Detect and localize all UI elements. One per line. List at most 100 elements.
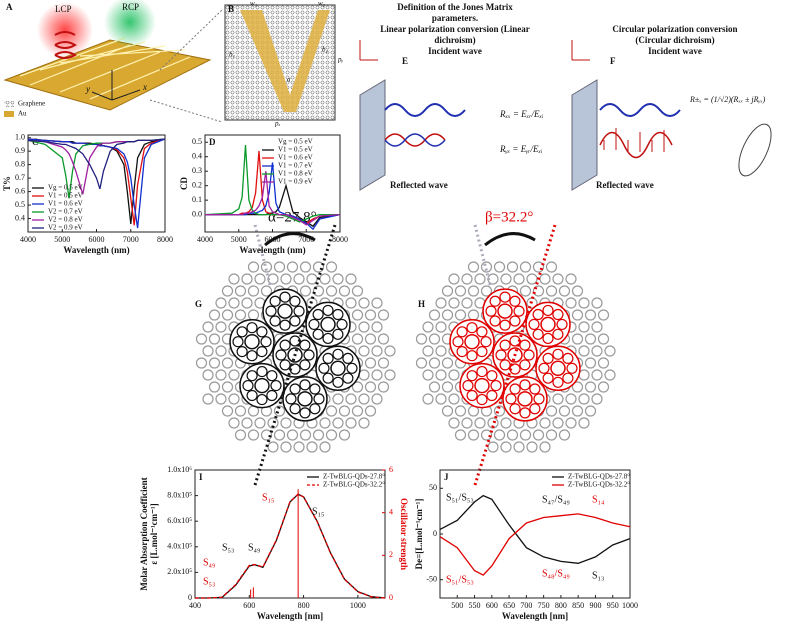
ring <box>448 417 460 429</box>
ring <box>286 429 299 441</box>
x-tick-label: 8000 <box>332 235 348 244</box>
label: RCP <box>122 2 139 12</box>
title: Definition of the Jones Matrix <box>397 2 513 12</box>
ring <box>584 405 597 417</box>
ring <box>247 429 260 441</box>
y-tick-label: 6.0x10⁵ <box>167 516 192 525</box>
ring <box>371 393 383 405</box>
ring <box>221 309 234 321</box>
panel-letter: I <box>199 472 203 482</box>
x-tick-label: 900 <box>589 601 601 610</box>
ring <box>422 369 434 381</box>
flower <box>229 318 275 365</box>
petal <box>499 339 511 351</box>
petal <box>519 339 531 351</box>
rcp-beam <box>104 0 156 48</box>
ring <box>312 261 325 273</box>
petal <box>256 393 268 406</box>
ring <box>358 417 370 429</box>
ring <box>215 393 227 405</box>
formula: Rᵧₓ = Eᵧᵣ/Eₓᵢ <box>499 144 543 154</box>
series-line <box>439 494 631 564</box>
incident-wave <box>384 103 466 117</box>
ring <box>280 441 292 453</box>
ring <box>351 333 364 345</box>
petal <box>285 393 297 405</box>
y-axis-label: De=[L.mol⁻¹cm⁻¹] <box>414 499 424 570</box>
molecules: G H α=27.8° β=32.2° <box>195 209 616 486</box>
ring <box>299 261 312 273</box>
title: Circular polarization conversion <box>612 24 737 34</box>
y-tick-label: 0.5 <box>15 200 25 209</box>
ring <box>428 333 441 345</box>
polarization-ellipse <box>738 123 772 177</box>
y-tick-label: 4.0x10⁵ <box>167 542 192 551</box>
flower <box>502 376 548 422</box>
petal <box>260 336 272 348</box>
ring <box>532 429 545 441</box>
legend-label: V2 = 0.8 eV <box>48 216 83 224</box>
series-line <box>204 145 340 223</box>
ring <box>364 405 377 417</box>
petal <box>489 295 501 307</box>
petal <box>552 376 564 388</box>
ring <box>371 345 383 357</box>
ring <box>325 261 338 273</box>
legend-label: Z-TwBLG-QDs-27.8° <box>323 473 385 481</box>
ring <box>474 417 486 429</box>
ring <box>441 381 454 393</box>
flower-core <box>254 377 270 394</box>
ring <box>241 297 253 309</box>
petal <box>279 339 291 351</box>
ring <box>552 273 564 285</box>
petal <box>552 348 564 360</box>
ring <box>221 405 234 417</box>
panel-letter: D <box>209 137 216 147</box>
petal <box>489 315 501 327</box>
y-tick-label: 8.0x10⁵ <box>167 490 192 499</box>
ring <box>228 417 240 429</box>
ring <box>306 273 318 285</box>
ring <box>480 285 493 297</box>
flower-core <box>474 377 490 394</box>
ring <box>319 273 331 285</box>
plot-frame <box>194 469 386 599</box>
legend-label: V2 = 0.7 eV <box>48 208 83 216</box>
ring <box>208 357 221 369</box>
label: Au <box>18 110 27 118</box>
label: Reflected wave <box>596 180 654 190</box>
ring <box>254 417 266 429</box>
ring <box>345 417 357 429</box>
ring <box>519 285 532 297</box>
petal <box>456 326 468 338</box>
flower <box>262 288 308 334</box>
annotation: S₁₄ <box>592 494 605 505</box>
x-axis-label: Wavelength (nm) <box>239 245 305 255</box>
ring <box>435 393 447 405</box>
flower-core <box>244 333 260 350</box>
legend-label: V2 = 0.9 eV <box>48 224 83 232</box>
petal <box>509 315 521 327</box>
x-tick-label: 5000 <box>54 235 70 244</box>
ring <box>208 309 221 321</box>
ring <box>493 405 506 417</box>
petal <box>519 359 531 371</box>
petal <box>265 305 277 317</box>
y-tick-label: 2.0x10⁵ <box>167 567 192 576</box>
ring <box>384 369 396 381</box>
label: a <box>287 76 291 84</box>
label: w₁ <box>250 0 257 8</box>
petal <box>452 336 464 348</box>
legend-label: V1 = 0.6 eV <box>278 154 313 162</box>
panel-b: B w₁ w₂ b₁ b₂ a pᵧ pₓ <box>224 0 344 128</box>
x-tick-label: 500 <box>451 601 463 610</box>
ring <box>552 417 564 429</box>
ring <box>435 321 447 333</box>
ring <box>578 393 590 405</box>
petal <box>322 304 334 317</box>
petal <box>466 389 478 402</box>
series-line <box>439 513 631 576</box>
petal <box>246 389 258 402</box>
ring <box>513 441 525 453</box>
y-axis-label: T% <box>2 176 12 191</box>
